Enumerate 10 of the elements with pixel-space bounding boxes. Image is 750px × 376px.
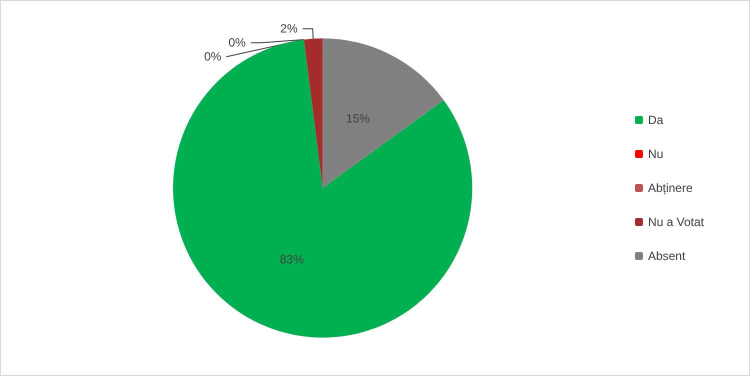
legend-label: Da bbox=[648, 113, 664, 127]
text: 0% bbox=[204, 50, 222, 64]
data-label: 15% bbox=[346, 112, 370, 126]
data-label: 2% bbox=[280, 22, 298, 36]
legend-label: Absent bbox=[648, 249, 686, 263]
legend-label: Nu bbox=[648, 147, 664, 161]
legend-label: Abținere bbox=[648, 181, 693, 195]
legend-label: Nu a Votat bbox=[648, 215, 705, 229]
data-label: 83% bbox=[280, 252, 304, 266]
text: 0% bbox=[228, 36, 246, 50]
